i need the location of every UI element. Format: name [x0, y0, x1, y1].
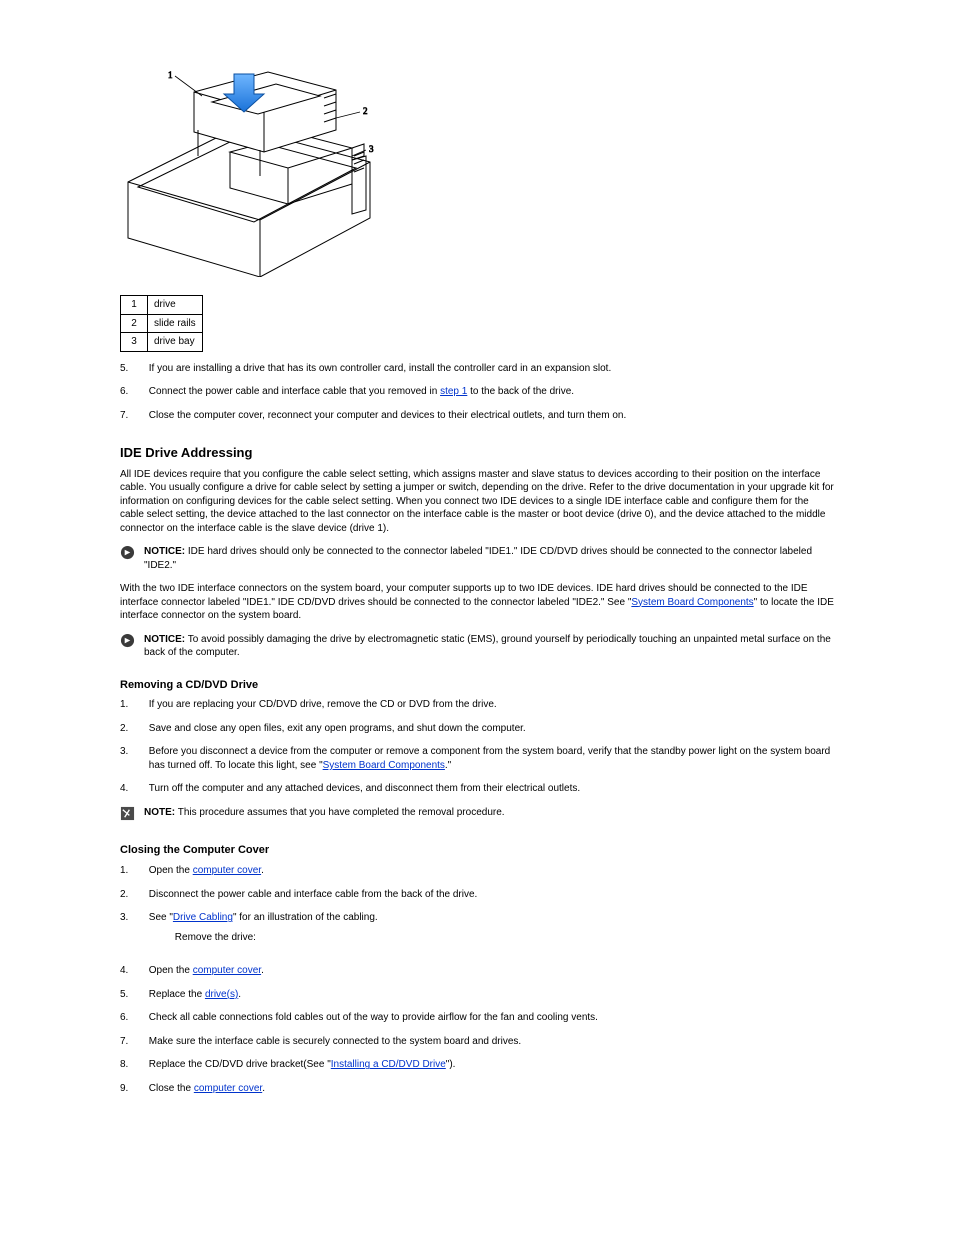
step-number: 7.	[120, 409, 146, 423]
ide-paragraph-2: With the two IDE interface connectors on…	[120, 582, 834, 623]
notice-text: To avoid possibly damaging the drive by …	[144, 634, 831, 659]
step-number: 1.	[120, 698, 146, 712]
cl-step-3: 3. See "Drive Cabling" for an illustrati…	[120, 911, 834, 954]
ide-paragraph-1: All IDE devices require that you configu…	[120, 468, 834, 536]
legend-num: 3	[121, 333, 148, 352]
figure-legend-table: 1 drive 2 slide rails 3 drive bay	[120, 295, 203, 352]
step-text: Open the computer cover.	[149, 964, 833, 978]
legend-label: drive bay	[148, 333, 203, 352]
heading-closing-cover: Closing the Computer Cover	[120, 843, 834, 858]
step-number: 2.	[120, 888, 146, 902]
rm-step-4: 4. Turn off the computer and any attache…	[120, 782, 834, 796]
step-number: 3.	[120, 745, 146, 759]
legend-label: slide rails	[148, 314, 203, 333]
legend-row: 2 slide rails	[121, 314, 203, 333]
legend-num: 2	[121, 314, 148, 333]
notice-ems: NOTICE: To avoid possibly damaging the d…	[120, 633, 834, 660]
step-number: 7.	[120, 1035, 146, 1049]
svg-text:2: 2	[363, 106, 368, 116]
step-number: 1.	[120, 864, 146, 878]
step-number: 3.	[120, 911, 146, 925]
step-text: Save and close any open files, exit any …	[149, 722, 833, 736]
notice-icon	[120, 545, 144, 572]
step-text: Make sure the interface cable is securel…	[149, 1035, 833, 1049]
notice-icon	[120, 633, 144, 660]
step-number: 9.	[120, 1082, 146, 1096]
link-step1[interactable]: step 1	[440, 386, 467, 397]
step-text: Connect the power cable and interface ca…	[149, 385, 833, 399]
step-number: 6.	[120, 1011, 146, 1025]
link-system-board-components[interactable]: System Board Components	[323, 760, 445, 771]
step-number: 4.	[120, 964, 146, 978]
note-text: This procedure assumes that you have com…	[175, 807, 504, 818]
link-computer-cover[interactable]: computer cover	[193, 965, 261, 976]
note-icon	[120, 806, 144, 826]
notice-ide-connectors: NOTICE: IDE hard drives should only be c…	[120, 545, 834, 572]
note-removal-assumption: NOTE: This procedure assumes that you ha…	[120, 806, 505, 826]
link-system-board-components[interactable]: System Board Components	[631, 597, 753, 608]
step-text: Open the computer cover.	[149, 864, 833, 878]
legend-num: 1	[121, 296, 148, 315]
link-installing-cd-dvd[interactable]: Installing a CD/DVD Drive	[331, 1059, 446, 1070]
step-number: 5.	[120, 362, 146, 376]
link-computer-cover[interactable]: computer cover	[193, 865, 261, 876]
legend-row: 1 drive	[121, 296, 203, 315]
step-number: 8.	[120, 1058, 146, 1072]
step-text: Replace the CD/DVD drive bracket(See "In…	[149, 1058, 833, 1072]
rm-step-2: 2. Save and close any open files, exit a…	[120, 722, 834, 736]
step-text: See "Drive Cabling" for an illustration …	[149, 911, 833, 954]
link-drive-cabling[interactable]: Drive Cabling	[173, 912, 233, 923]
page: 1 2 3 1 drive 2 slide rails 3 drive bay	[0, 0, 954, 1165]
step-5: 5. If you are installing a drive that ha…	[120, 362, 834, 376]
rm-step-3: 3. Before you disconnect a device from t…	[120, 745, 834, 772]
step-7: 7. Close the computer cover, reconnect y…	[120, 409, 834, 423]
step-text: Check all cable connections fold cables …	[149, 1011, 833, 1025]
step-number: 6.	[120, 385, 146, 399]
svg-text:1: 1	[168, 70, 173, 80]
cl-step-9: 9. Close the computer cover.	[120, 1082, 834, 1096]
step-6: 6. Connect the power cable and interface…	[120, 385, 834, 399]
cl-step-2: 2. Disconnect the power cable and interf…	[120, 888, 834, 902]
cl-step-1: 1. Open the computer cover.	[120, 864, 834, 878]
step-text: Close the computer cover.	[149, 1082, 833, 1096]
step-text: Disconnect the power cable and interface…	[149, 888, 833, 902]
step-text: Before you disconnect a device from the …	[149, 745, 833, 772]
svg-text:3: 3	[369, 144, 374, 154]
notice-label: NOTICE:	[144, 634, 185, 645]
step-text: Close the computer cover, reconnect your…	[149, 409, 833, 423]
step-text: If you are replacing your CD/DVD drive, …	[149, 698, 833, 712]
step-number: 2.	[120, 722, 146, 736]
step-number: 4.	[120, 782, 146, 796]
rm-step-1: 1. If you are replacing your CD/DVD driv…	[120, 698, 834, 712]
step-text: If you are installing a drive that has i…	[149, 362, 833, 376]
cl-step-5: 5. Replace the drive(s).	[120, 988, 834, 1002]
legend-label: drive	[148, 296, 203, 315]
cl-step-4: 4. Open the computer cover.	[120, 964, 834, 978]
figure-illustration: 1 2 3	[120, 52, 378, 277]
heading-ide-addressing: IDE Drive Addressing	[120, 444, 834, 462]
cl-step-7: 7. Make sure the interface cable is secu…	[120, 1035, 834, 1049]
step-subtext: Remove the drive:	[175, 931, 833, 945]
link-drives[interactable]: drive(s)	[205, 989, 238, 1000]
cl-step-6: 6. Check all cable connections fold cabl…	[120, 1011, 834, 1025]
step-text: Replace the drive(s).	[149, 988, 833, 1002]
heading-removing-cd-dvd: Removing a CD/DVD Drive	[120, 678, 834, 693]
link-computer-cover[interactable]: computer cover	[194, 1083, 262, 1094]
step-number: 5.	[120, 988, 146, 1002]
figure-drive-install: 1 2 3	[120, 52, 834, 277]
cl-step-8: 8. Replace the CD/DVD drive bracket(See …	[120, 1058, 834, 1072]
note-label: NOTE:	[144, 807, 175, 818]
step-text: Turn off the computer and any attached d…	[149, 782, 833, 796]
legend-row: 3 drive bay	[121, 333, 203, 352]
notice-label: NOTICE:	[144, 546, 185, 557]
notice-text: IDE hard drives should only be connected…	[144, 546, 812, 571]
